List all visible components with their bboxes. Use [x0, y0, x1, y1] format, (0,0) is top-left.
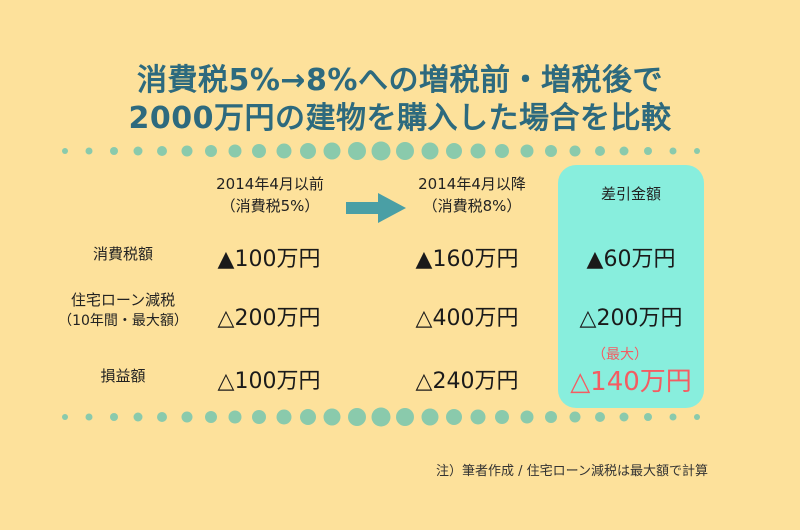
max-note: （最大）	[592, 347, 648, 363]
decorative-dot	[545, 145, 557, 157]
right-arrow-icon	[346, 193, 406, 223]
decorative-dot	[347, 142, 366, 160]
decorative-dot	[371, 141, 391, 161]
decorative-dot	[157, 146, 168, 156]
decorative-dot	[445, 409, 462, 425]
decorative-dot	[300, 409, 316, 425]
decorative-dot	[300, 143, 316, 159]
decorative-dot	[109, 147, 118, 155]
cell-tax-before: ▲100万円	[217, 247, 321, 272]
decorative-dot	[693, 148, 700, 154]
decorative-dot	[347, 408, 366, 426]
decorative-dot	[520, 410, 534, 424]
decorative-dot	[669, 413, 676, 421]
decorative-dot	[323, 142, 341, 160]
decorative-dot	[594, 146, 605, 156]
decorative-dot	[545, 411, 557, 423]
decorative-dot	[470, 409, 486, 425]
column-header-after-date: 2014年4月以降	[418, 175, 526, 193]
cell-tax-after: ▲160万円	[415, 247, 519, 272]
decorative-dot	[181, 145, 192, 157]
column-header-before-rate: （消費税5%）	[220, 197, 320, 215]
decorative-dot	[252, 410, 267, 424]
page-title: 消費税5%→8%への増税前・増税後で 2000万円の建物を購入した場合を比較	[0, 62, 800, 138]
decorative-dot	[109, 413, 118, 421]
decorative-dot	[85, 413, 93, 421]
row-label-loan-deduction-main: 住宅ローン減税	[70, 291, 176, 309]
decorative-dot	[619, 412, 629, 422]
decorative-dot	[396, 142, 415, 160]
column-header-before: 2014年4月以前 （消費税5%）	[190, 173, 350, 217]
decorative-dot	[276, 409, 292, 425]
cell-deduction-diff: △200万円	[579, 306, 683, 331]
column-header-before-date: 2014年4月以前	[216, 175, 324, 193]
column-header-difference: 差引金額	[600, 185, 661, 203]
decorative-dot	[371, 407, 391, 427]
decorative-dot	[421, 142, 438, 160]
decorative-dot	[470, 143, 486, 159]
decorative-dot	[228, 144, 242, 158]
decorative-dot	[569, 145, 581, 157]
decorative-dot	[85, 147, 93, 155]
difference-column-highlight	[558, 165, 704, 408]
decorative-dot	[669, 147, 676, 155]
footnote: 注）筆者作成 / 住宅ローン減税は最大額で計算	[436, 464, 708, 479]
row-label-profit-loss: 損益額	[100, 367, 146, 385]
decorative-dot	[276, 143, 292, 159]
row-label-loan-deduction-sub: （10年間・最大額）	[58, 313, 188, 329]
decorative-dot	[204, 145, 217, 157]
decorative-dot	[204, 411, 217, 423]
decorative-dot	[228, 410, 242, 424]
decorative-dot	[62, 148, 68, 154]
row-label-consumption-tax: 消費税額	[92, 245, 153, 263]
column-header-after: 2014年4月以降 （消費税8%）	[392, 173, 552, 217]
decorative-dot	[495, 144, 510, 158]
dot-divider-bottom	[55, 403, 735, 433]
decorative-dot	[693, 414, 700, 420]
cell-profit-before: △100万円	[217, 369, 321, 394]
decorative-dot	[520, 144, 534, 158]
cell-deduction-before: △200万円	[217, 306, 321, 331]
cell-profit-diff: △140万円	[570, 367, 692, 397]
dot-divider-top	[55, 137, 735, 167]
title-line-1: 消費税5%→8%への増税前・増税後で	[136, 63, 663, 98]
decorative-dot	[594, 412, 605, 422]
title-line-2: 2000万円の建物を購入した場合を比較	[128, 101, 672, 136]
decorative-dot	[133, 146, 143, 156]
cell-tax-diff: ▲60万円	[586, 247, 676, 272]
decorative-dot	[181, 411, 192, 423]
cell-profit-after: △240万円	[415, 369, 519, 394]
row-label-loan-deduction: 住宅ローン減税 （10年間・最大額）	[48, 290, 198, 332]
decorative-dot	[495, 410, 510, 424]
decorative-dot	[644, 413, 653, 421]
decorative-dot	[569, 411, 581, 423]
decorative-dot	[644, 147, 653, 155]
decorative-dot	[62, 414, 68, 420]
decorative-dot	[323, 408, 341, 426]
decorative-dot	[252, 144, 267, 158]
decorative-dot	[396, 408, 415, 426]
decorative-dot	[619, 146, 629, 156]
decorative-dot	[445, 143, 462, 159]
cell-deduction-after: △400万円	[415, 306, 519, 331]
decorative-dot	[157, 412, 168, 422]
decorative-dot	[133, 412, 143, 422]
decorative-dot	[421, 408, 438, 426]
column-header-after-rate: （消費税8%）	[422, 197, 522, 215]
